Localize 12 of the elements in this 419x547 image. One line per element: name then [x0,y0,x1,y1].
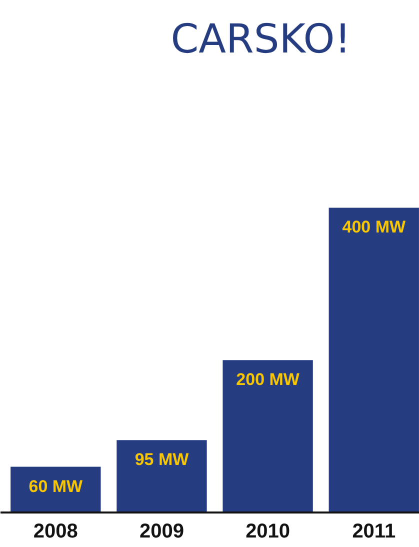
data-label: 200 MW [236,370,300,390]
bar [116,440,207,512]
x-tick-label: 2008 [33,520,78,542]
data-label: 60 MW [28,476,84,496]
data-label: 400 MW [342,218,406,237]
x-tick-label: 2010 [246,520,290,542]
bar [328,208,419,512]
bar [222,360,313,512]
x-tick-label: 2009 [139,520,184,542]
data-label: 95 MW [134,450,190,470]
text: CARSKO! [170,16,351,62]
x-tick-label: 2011 [352,520,396,542]
